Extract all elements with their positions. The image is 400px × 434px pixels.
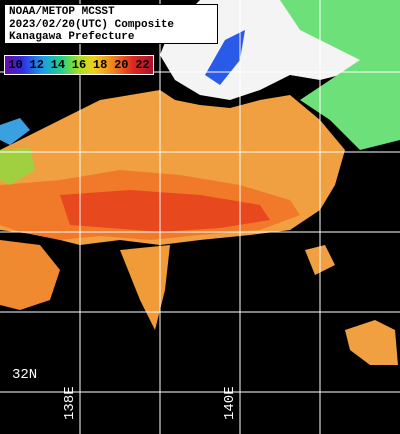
- lat-label: 32N: [12, 367, 38, 383]
- scale-label: 18: [92, 58, 108, 72]
- title-line: Kanagawa Prefecture: [9, 31, 135, 43]
- lon-label: 140E: [222, 386, 238, 420]
- color-scale: 10 12 14 16 18 20 22: [4, 55, 154, 75]
- sst-cool: [205, 30, 245, 85]
- title-box: NOAA/METOP MCSST 2023/02/20(UTC) Composi…: [4, 4, 218, 44]
- title-line: 2023/02/20(UTC) Composite: [9, 18, 175, 31]
- sst-warm: [120, 245, 170, 330]
- scale-label: 14: [50, 58, 66, 72]
- scale-label: 16: [71, 58, 87, 72]
- scale-label: 12: [29, 58, 44, 72]
- sst-green: [0, 148, 35, 185]
- sst-hot: [60, 190, 270, 232]
- sst-warm: [0, 240, 60, 310]
- sst-cool: [280, 0, 400, 150]
- scale-label: 10: [8, 58, 23, 72]
- lon-label: 138E: [62, 386, 78, 420]
- title-line: NOAA/METOP MCSST: [9, 6, 115, 18]
- sst-warm: [345, 320, 398, 365]
- sst-cool: [0, 118, 30, 145]
- scale-label: 22: [135, 58, 150, 72]
- scale-label: 20: [114, 58, 129, 72]
